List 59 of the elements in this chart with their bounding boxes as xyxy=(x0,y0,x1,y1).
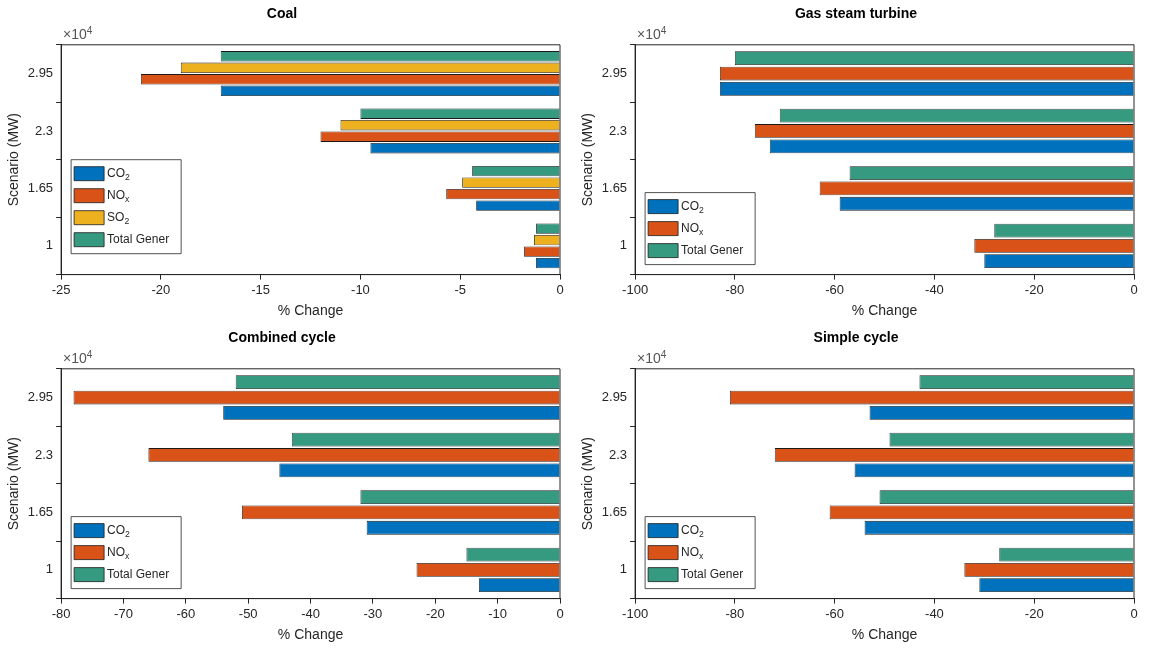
y-tick-label: 1 xyxy=(45,561,54,577)
x-tick-label: -30 xyxy=(363,605,383,621)
x-tick-label: -20 xyxy=(151,281,171,297)
x-tick-label: 0 xyxy=(1130,605,1138,621)
legend-label: Total Gener xyxy=(107,232,170,247)
y-tick-label: 2.95 xyxy=(601,65,628,81)
y-tick-label: 2.95 xyxy=(27,65,54,81)
x-tick-label: -80 xyxy=(725,605,745,621)
y-axis-title: Scenario (MW) xyxy=(5,437,22,531)
x-axis-title: % Change xyxy=(851,302,918,319)
x-tick-label: -10 xyxy=(351,281,370,297)
y-tick-label: 1 xyxy=(619,561,628,577)
x-tick-label: 0 xyxy=(1130,281,1138,297)
x-tick-label: -60 xyxy=(825,605,845,621)
y-axis-title: Scenario (MW) xyxy=(579,437,596,531)
y-tick-label: 2.3 xyxy=(35,122,54,138)
x-tick-label: -60 xyxy=(176,605,196,621)
x-tick-label: -10 xyxy=(488,605,508,621)
y-tick-label: 2.95 xyxy=(601,389,628,405)
chart-title: Coal xyxy=(266,5,298,22)
legend-label: Total Gener xyxy=(107,566,170,581)
x-tick-label: -50 xyxy=(238,605,258,621)
x-tick-label: -20 xyxy=(1024,281,1044,297)
x-tick-label: -25 xyxy=(51,281,71,297)
legend-label: Total Gener xyxy=(681,566,744,581)
x-axis-title: % Change xyxy=(277,302,344,319)
y-tick-label: 1 xyxy=(619,237,628,253)
y-tick-label: 1.65 xyxy=(601,180,628,195)
x-tick-label: -40 xyxy=(925,281,944,297)
chart-title: Combined cycle xyxy=(228,329,336,346)
x-axis-title: % Change xyxy=(851,626,918,643)
x-tick-label: -70 xyxy=(114,605,133,621)
chart-title: Simple cycle xyxy=(813,329,899,346)
x-tick-label: -60 xyxy=(825,281,845,297)
y-tick-label: 2.95 xyxy=(27,389,54,405)
y-axis-title: Scenario (MW) xyxy=(579,113,596,207)
x-tick-label: 0 xyxy=(556,281,564,297)
y-tick-label: 1.65 xyxy=(27,504,54,519)
y-tick-label: 2.3 xyxy=(609,122,628,138)
x-tick-label: -5 xyxy=(454,281,466,297)
x-tick-label: -80 xyxy=(725,281,745,297)
x-tick-label: -100 xyxy=(622,281,649,297)
x-tick-label: -100 xyxy=(622,605,649,621)
x-tick-label: -15 xyxy=(251,281,271,297)
y-axis-title: Scenario (MW) xyxy=(5,113,22,207)
x-tick-label: -40 xyxy=(925,605,944,621)
x-tick-label: -20 xyxy=(1024,605,1044,621)
x-tick-label: -20 xyxy=(425,605,445,621)
x-tick-label: 0 xyxy=(556,605,564,621)
legend-label: Total Gener xyxy=(681,242,744,257)
y-tick-label: 1.65 xyxy=(27,180,54,195)
x-axis-title: % Change xyxy=(277,626,344,643)
chart-title: Gas steam turbine xyxy=(794,5,918,22)
y-tick-label: 1 xyxy=(45,237,54,253)
y-tick-label: 2.3 xyxy=(609,446,628,462)
x-tick-label: -80 xyxy=(51,605,71,621)
y-tick-label: 1.65 xyxy=(601,504,628,519)
x-tick-label: -40 xyxy=(301,605,320,621)
y-tick-label: 2.3 xyxy=(35,446,54,462)
